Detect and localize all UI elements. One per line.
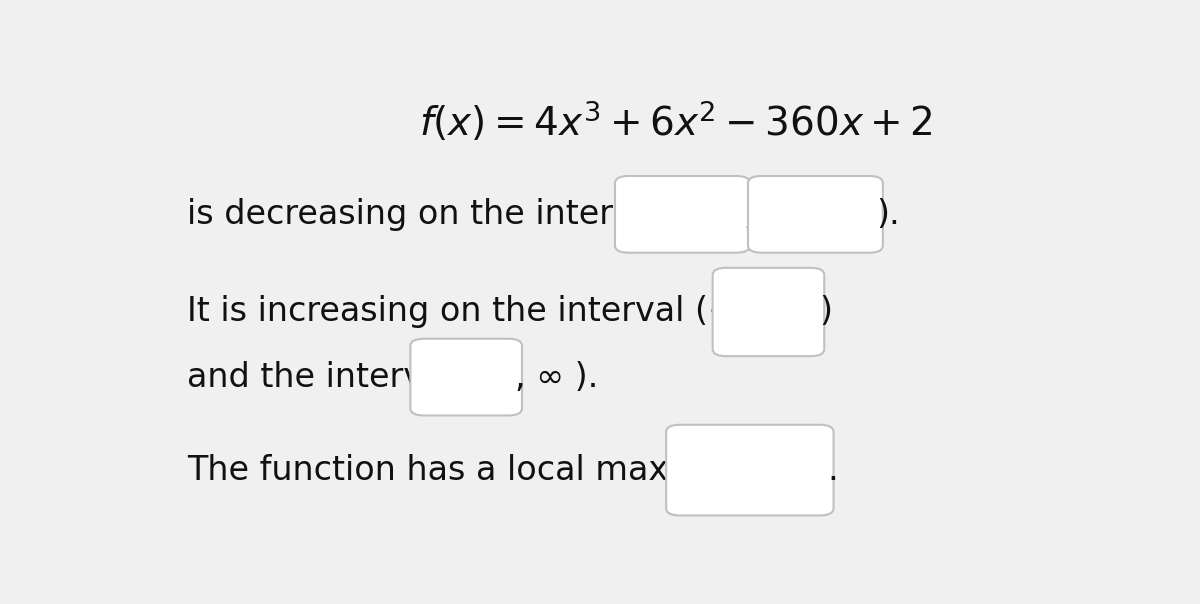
Text: It is increasing on the interval (−∞,: It is increasing on the interval (−∞, — [187, 295, 774, 329]
Text: ,: , — [743, 198, 754, 231]
Text: $f(x) = 4x^3 + 6x^2 - 360x + 2$: $f(x) = 4x^3 + 6x^2 - 360x + 2$ — [419, 99, 932, 144]
Text: , ∞ ).: , ∞ ). — [516, 361, 599, 394]
FancyBboxPatch shape — [713, 268, 824, 356]
FancyBboxPatch shape — [666, 425, 834, 515]
FancyBboxPatch shape — [748, 176, 883, 252]
FancyBboxPatch shape — [410, 339, 522, 416]
Text: .: . — [827, 454, 838, 487]
Text: ): ) — [820, 295, 833, 329]
Text: ).: ). — [876, 198, 900, 231]
Text: is decreasing on the interval (: is decreasing on the interval ( — [187, 198, 686, 231]
Text: The function has a local maximum at: The function has a local maximum at — [187, 454, 808, 487]
FancyBboxPatch shape — [616, 176, 750, 252]
Text: and the interval (: and the interval ( — [187, 361, 476, 394]
